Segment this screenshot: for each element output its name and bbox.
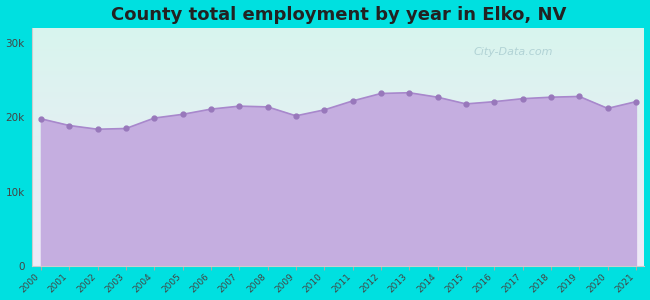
Text: City-Data.com: City-Data.com bbox=[473, 47, 552, 57]
Title: County total employment by year in Elko, NV: County total employment by year in Elko,… bbox=[111, 6, 566, 24]
